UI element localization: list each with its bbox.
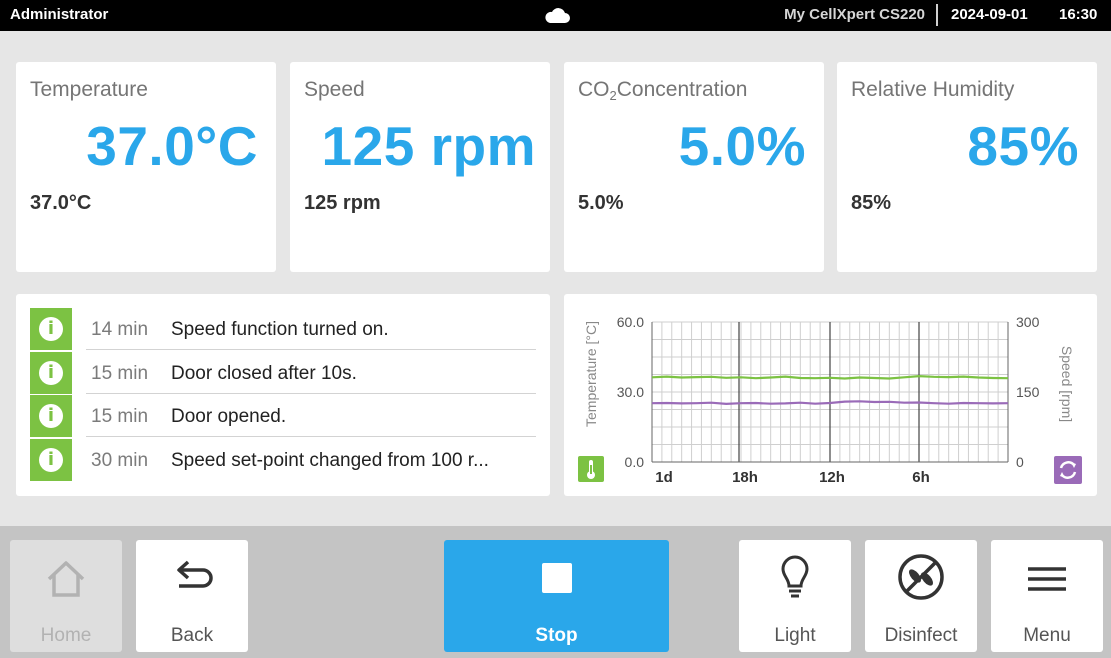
row-divider	[86, 436, 536, 437]
humidity-value: 85%	[967, 115, 1079, 177]
co2-value: 5.0%	[678, 115, 806, 177]
speed-cycle-icon[interactable]	[1054, 456, 1082, 484]
humidity-setpoint: 85%	[851, 192, 892, 214]
date-readout: 2024-09-01	[951, 6, 1028, 23]
speed-setpoint: 125 rpm	[304, 192, 381, 214]
back-label: Back	[170, 625, 214, 646]
right-tick-label: 0	[1016, 454, 1024, 470]
event-time: 14 min	[91, 319, 149, 340]
co2-card[interactable]: CO2Concentration 5.0% 5.0%	[564, 62, 824, 272]
status-divider	[936, 4, 938, 26]
left-axis-label: Temperature [°C]	[583, 321, 599, 427]
status-bar: Administrator My CellXpert CS220 2024-09…	[0, 0, 1111, 31]
info-icon: i	[30, 308, 72, 350]
row-divider	[86, 393, 536, 394]
speed-card[interactable]: Speed 125 rpm 125 rpm	[290, 62, 550, 272]
info-icon: i	[30, 352, 72, 394]
left-tick-label: 30.0	[617, 384, 644, 400]
event-row[interactable]: i 15 min Door opened.	[30, 395, 536, 437]
event-message: Speed function turned on.	[171, 319, 389, 340]
disinfect-button[interactable]: Disinfect	[865, 540, 977, 652]
home-label: Home	[40, 625, 92, 646]
stop-label: Stop	[535, 625, 578, 646]
disinfect-icon	[898, 554, 944, 600]
right-tick-label: 150	[1016, 384, 1040, 400]
lightbulb-icon	[781, 555, 809, 598]
menu-button[interactable]: Menu	[991, 540, 1103, 652]
event-row[interactable]: i 15 min Door closed after 10s.	[30, 352, 536, 394]
cloud-icon	[545, 8, 570, 23]
info-icon: i	[30, 439, 72, 481]
right-axis-label: Speed [rpm]	[1059, 346, 1075, 422]
series-line	[651, 400, 1009, 406]
home-icon	[47, 561, 85, 597]
speed-value: 125 rpm	[321, 115, 536, 177]
co2-setpoint: 5.0%	[578, 192, 624, 214]
stop-icon	[541, 563, 572, 593]
home-button[interactable]: Home	[10, 540, 122, 652]
x-tick-label: 18h	[732, 469, 758, 486]
event-row[interactable]: i 30 min Speed set-point changed from 10…	[30, 439, 536, 481]
event-message: Speed set-point changed from 100 r...	[171, 450, 489, 471]
row-divider	[86, 349, 536, 350]
series-line	[651, 374, 1009, 380]
x-tick-label: 6h	[912, 469, 930, 486]
event-time: 15 min	[91, 363, 149, 384]
speed-title: Speed	[304, 78, 365, 101]
info-icon: i	[30, 395, 72, 437]
temperature-setpoint: 37.0°C	[30, 192, 92, 214]
light-label: Light	[774, 625, 816, 646]
x-tick-label: 1d	[655, 469, 673, 486]
temperature-card[interactable]: Temperature 37.0°C 37.0°C	[16, 62, 276, 272]
event-row[interactable]: i 14 min Speed function turned on.	[30, 308, 536, 350]
left-tick-label: 0.0	[625, 454, 645, 470]
menu-label: Menu	[1023, 625, 1071, 646]
stop-button[interactable]: Stop	[444, 540, 669, 652]
humidity-card[interactable]: Relative Humidity 85% 85%	[837, 62, 1097, 272]
back-arrow-icon	[177, 560, 213, 588]
right-tick-label: 300	[1016, 314, 1040, 330]
temperature-title: Temperature	[30, 78, 148, 101]
disinfect-label: Disinfect	[884, 625, 958, 646]
back-button[interactable]: Back	[136, 540, 248, 652]
trend-chart-card[interactable]: 60.0 30.0 0.0 300 150 0 1d 18h 12h 6h Temperature …	[564, 294, 1097, 496]
left-tick-label: 60.0	[617, 314, 644, 330]
co2-title: CO2Concentration	[578, 78, 748, 103]
time-readout: 16:30	[1059, 6, 1098, 23]
event-time: 15 min	[91, 406, 149, 427]
event-log[interactable]: i 14 min Speed function turned on. i 15 …	[16, 294, 550, 496]
bottom-toolbar: Home Back Stop Light Disinfect	[0, 526, 1111, 658]
humidity-title: Relative Humidity	[851, 78, 1015, 101]
light-button[interactable]: Light	[739, 540, 851, 652]
event-time: 30 min	[91, 450, 149, 471]
device-name: My CellXpert CS220	[784, 6, 925, 23]
temperature-value: 37.0°C	[86, 115, 258, 177]
trend-chart: 60.0 30.0 0.0 300 150 0 1d 18h 12h 6h Temperature …	[583, 314, 1075, 486]
event-message: Door closed after 10s.	[171, 363, 357, 384]
user-name: Administrator	[10, 6, 109, 23]
thermometer-icon[interactable]	[578, 456, 604, 482]
hamburger-menu-icon	[1028, 567, 1066, 591]
x-tick-label: 12h	[819, 469, 845, 486]
event-message: Door opened.	[171, 406, 287, 427]
